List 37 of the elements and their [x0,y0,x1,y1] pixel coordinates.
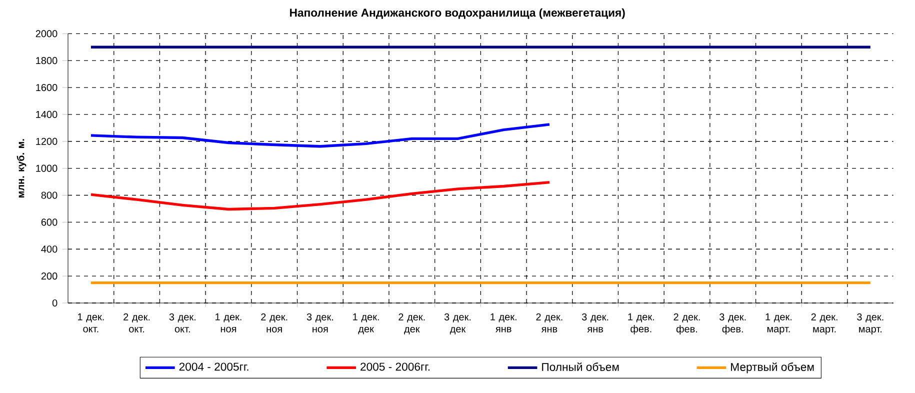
y-tick-label: 1400 [36,110,58,118]
x-tick-label: 3 дек. ноя [306,313,333,332]
x-tick-label: 3 дек. окт. [169,313,196,332]
x-tick-label: 2 дек. окт. [124,313,150,332]
x-tick-label: 1 дек. окт. [78,313,104,332]
x-tick-label: 3 дек. фев. [720,313,746,334]
y-tick-label: 2000 [36,30,58,38]
x-tick-label: 2 дек. дек [398,313,425,334]
x-tick-label: 3 дек. март. [857,313,884,334]
y-tick-label: 0 [52,299,58,307]
y-axis-title: млн. куб. м. [16,139,26,198]
x-tick-label: 1 дек. янв [490,313,516,332]
legend-label: Мертвый объем [731,362,814,374]
y-tick-label: 600 [41,218,58,226]
x-tick-label: 1 дек. ноя [216,313,242,332]
chart-title: Наполнение Андижанского водохранилища (межвегетация) [290,8,625,19]
x-tick-label: 2 дек. янв [536,313,562,332]
y-tick-label: 200 [41,272,58,280]
x-tick-label: 3 дек. янв [582,313,608,332]
legend-label: 2004 - 2005гг. [179,362,248,371]
x-tick-label: 2 дек. март. [811,313,838,334]
legend-label: Полный объем [542,362,619,371]
x-tick-label: 3 дек. дек [444,313,471,334]
y-tick-label: 1800 [36,57,58,64]
x-tick-label: 2 дек. фев. [674,313,700,334]
y-tick-label: 1200 [36,138,58,145]
y-tick-label: 400 [41,246,58,253]
legend-label: 2005 - 2006гг. [360,362,430,371]
x-tick-label: 1 дек. дек [353,313,379,334]
y-tick-label: 1600 [36,84,58,92]
x-tick-label: 2 дек. ноя [261,313,288,332]
line-series [90,180,551,211]
x-tick-label: 1 дек. фев. [628,313,654,334]
y-tick-label: 1000 [36,164,58,172]
x-tick-label: 1 дек. март. [766,313,792,334]
y-tick-label: 800 [41,192,58,199]
line-series [90,123,551,148]
